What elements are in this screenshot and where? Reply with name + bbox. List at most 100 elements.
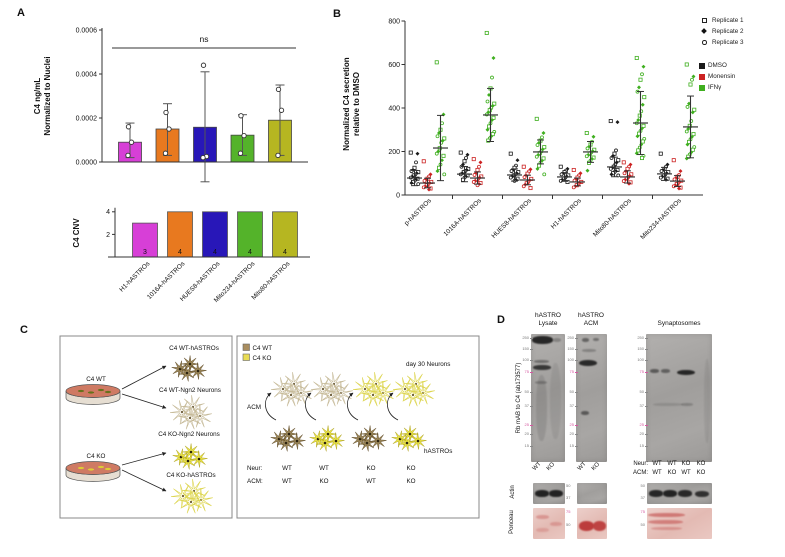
data-point [125, 152, 131, 159]
panel-a-y-axis-title: Normalized to Nuclei [43, 56, 52, 135]
panel-b-y-axis-title: relative to DMSO [352, 72, 361, 136]
wb-band [549, 490, 564, 497]
mw-tick [644, 405, 648, 407]
blot-lysate_actin [533, 483, 565, 504]
wb-band [579, 359, 598, 367]
replicate3-label: Replicate 3 [712, 39, 744, 46]
scatter-point [685, 142, 690, 147]
colony-streak [87, 391, 95, 394]
syn-acm-value: KO [667, 470, 677, 476]
neur-row-label: Neur: [247, 465, 263, 472]
scatter-point [541, 131, 546, 135]
lysate-column-header: hASTRO Lysate [534, 312, 561, 327]
mw-label: 50 [639, 389, 644, 395]
acm-genotype-value: KO [406, 478, 415, 485]
colony-streak [77, 389, 85, 393]
scatter-point [684, 62, 689, 67]
syn-neur-value: KO [696, 461, 706, 467]
cnv-bar-value: 4 [248, 249, 252, 256]
acm-transfer-arrow [265, 392, 277, 421]
mw-label: 25 [569, 421, 574, 427]
y-tick-label: 0.0006 [76, 27, 98, 34]
mw-tick [574, 446, 578, 447]
scatter-point [635, 134, 640, 139]
c4-ko-dish-label: C4 KO [87, 453, 106, 460]
scatter-point [542, 172, 547, 177]
scatter-point [621, 179, 626, 183]
scatter-point [534, 116, 539, 121]
syn-acm-row-label: ACM: [633, 470, 648, 476]
scatter-point [508, 151, 513, 156]
wb-band [532, 336, 554, 345]
wt-ngn2-neurons-label: C4 WT-Ngn2 Neurons [159, 387, 221, 394]
data-point [163, 109, 169, 116]
wb-band [533, 365, 552, 371]
ko-ngn2-neurons-label: C4 KO-Ngn2 Neurons [158, 431, 220, 438]
wb-band [593, 520, 606, 531]
cnv-bar-value: 4 [283, 249, 287, 256]
dish-medium [65, 461, 121, 475]
acm-transfer-arrow [347, 392, 359, 421]
mw-tick [529, 446, 533, 447]
mw-tick [574, 371, 578, 373]
mw-tick [644, 337, 648, 339]
scatter-point [471, 157, 476, 162]
mw-tick [644, 433, 648, 435]
hastro-cells [309, 425, 345, 452]
data-point [238, 113, 244, 119]
wb-band [650, 369, 660, 373]
colony-streak [104, 467, 112, 471]
legend-swatch-icon [242, 353, 250, 361]
neur-genotype-value: KO [366, 465, 375, 472]
actin-mw-label: 37 [566, 495, 571, 500]
mw-tick [529, 405, 533, 407]
day30-neuron-cells [392, 372, 435, 407]
cnv-bar-value: 4 [178, 249, 182, 256]
acm-transfer-arrow [387, 392, 399, 421]
mw-tick [529, 433, 533, 435]
mw-tick [529, 337, 533, 339]
dish-medium [65, 384, 121, 398]
mw-tick [529, 371, 533, 373]
acm-genotype-value: WT [282, 478, 292, 485]
scatter-point [434, 60, 439, 65]
syn-neur-value: KO [681, 461, 691, 467]
mw-label: 75 [524, 368, 529, 374]
legend-label: C4 KO [253, 355, 272, 362]
cnv-bar-value: 3 [143, 249, 147, 256]
mw-label: 20 [639, 430, 644, 436]
panel-b-legend: Replicate 1 Replicate 2 Replicate 3 DMSO… [699, 12, 785, 102]
colony-streak [104, 390, 112, 394]
scatter-point [491, 115, 496, 120]
synaptosomes-column-header: Synaptosomes [657, 320, 701, 327]
scatter-point [640, 72, 644, 77]
wb-band [536, 528, 550, 533]
scatter-point [685, 105, 690, 109]
ponceau-mw-label: 50 [566, 522, 571, 527]
scatter-point [471, 180, 476, 184]
mw-label: 15 [524, 443, 529, 448]
y-tick-label: 0.0002 [76, 115, 98, 122]
open-square-icon [702, 18, 707, 23]
differentiation-arrow [121, 469, 167, 492]
scatter-point [684, 129, 689, 134]
legend-row-monensin: Monensin [699, 73, 785, 81]
lysate-lane-label: WT [531, 461, 543, 472]
ko-hastros-cells [170, 479, 213, 514]
mw-tick [644, 424, 648, 426]
ns-annotation: ns [200, 34, 209, 44]
scatter-point [542, 145, 547, 150]
wb-band [694, 490, 709, 497]
scatter-point [585, 168, 590, 173]
mw-label: 250 [567, 334, 574, 340]
scatter-point [691, 132, 696, 137]
blot-acm_main [576, 334, 607, 462]
wb-band [549, 362, 561, 439]
scatter-point [640, 156, 645, 161]
syn-neur-value: WT [667, 461, 677, 467]
wb-band [649, 490, 664, 497]
acm-label: ACM [247, 404, 261, 411]
legend-row-dmso: DMSO [699, 62, 785, 70]
mw-label: 15 [569, 443, 574, 448]
scatter-point [521, 164, 526, 169]
